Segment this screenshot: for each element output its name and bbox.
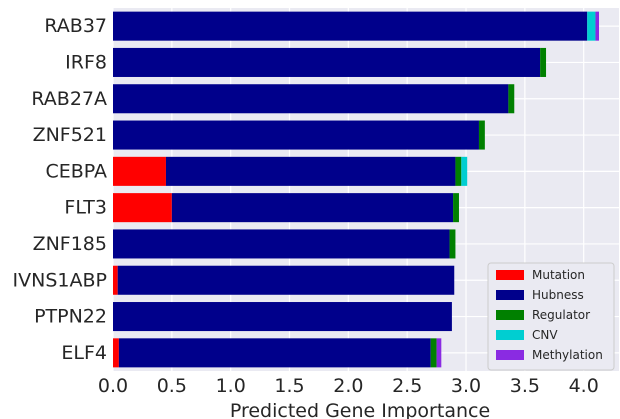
- bar-znf521-regulator: [478, 120, 485, 150]
- bar-ivns1abp-hubness: [117, 265, 455, 295]
- legend-swatch-regulator: [496, 310, 524, 320]
- bar-cebpa-cnv: [461, 156, 468, 186]
- legend-swatch-hubness: [496, 290, 524, 300]
- bar-irf8-hubness: [113, 47, 541, 77]
- legend-label-hubness: Hubness: [532, 288, 584, 302]
- bar-znf185-regulator: [449, 229, 456, 259]
- bar-flt3-hubness: [171, 193, 454, 223]
- legend-swatch-cnv: [496, 330, 524, 340]
- x-tick-label: 2.0: [333, 375, 363, 397]
- x-tick-label: 2.5: [392, 375, 422, 397]
- bar-rab27a-regulator: [508, 84, 515, 114]
- bar-elf4-hubness: [118, 338, 431, 368]
- bar-irf8-regulator: [540, 47, 547, 77]
- x-tick-label: 4.0: [569, 375, 599, 397]
- bar-flt3-mutation: [113, 193, 172, 223]
- legend-label-regulator: Regulator: [532, 308, 590, 322]
- bar-rab37-methylation: [595, 11, 599, 41]
- bar-elf4-mutation: [113, 338, 119, 368]
- legend-label-mutation: Mutation: [532, 268, 585, 282]
- category-label: ZNF185: [33, 233, 107, 255]
- x-axis-title: Predicted Gene Importance: [230, 400, 490, 419]
- bar-cebpa-mutation: [113, 156, 166, 186]
- bar-ptpn22-hubness: [113, 302, 452, 332]
- bar-cebpa-regulator: [455, 156, 462, 186]
- category-label: CEBPA: [45, 160, 107, 182]
- x-tick-label: 1.0: [216, 375, 246, 397]
- bar-elf4-methylation: [436, 338, 442, 368]
- bar-elf4-regulator: [430, 338, 437, 368]
- category-label: ZNF521: [33, 124, 107, 146]
- x-tick-label: 3.0: [451, 375, 481, 397]
- category-label: FLT3: [64, 197, 107, 219]
- x-tick-label: 3.5: [510, 375, 540, 397]
- category-label: IVNS1ABP: [13, 269, 107, 291]
- category-label: IRF8: [65, 51, 107, 73]
- bar-znf521-hubness: [113, 120, 479, 150]
- bar-ivns1abp-mutation: [113, 265, 118, 295]
- legend-label-cnv: CNV: [532, 328, 558, 342]
- bar-rab37-cnv: [587, 11, 596, 41]
- category-label: RAB27A: [31, 88, 107, 110]
- legend-swatch-mutation: [496, 270, 524, 280]
- x-tick-label: 0.0: [98, 375, 128, 397]
- bar-cebpa-hubness: [165, 156, 456, 186]
- bar-rab37-hubness: [113, 11, 588, 41]
- category-label: PTPN22: [34, 306, 107, 328]
- legend-box: [487, 262, 615, 371]
- x-tick-labels: 0.0 0.5 1.0 1.5 2.0 2.5 3.0 3.5 4.0: [98, 375, 599, 397]
- x-tick-label: 1.5: [274, 375, 304, 397]
- category-label: ELF4: [61, 342, 107, 364]
- bar-flt3-regulator: [453, 193, 459, 223]
- legend-label-methylation: Methylation: [532, 348, 603, 362]
- legend: Mutation Hubness Regulator CNV Methylation: [487, 262, 615, 371]
- category-labels: RAB37 IRF8 RAB27A ZNF521 CEBPA FLT3 ZNF185 IVNS…: [13, 15, 107, 364]
- bar-rab27a-hubness: [113, 84, 509, 114]
- bar-znf185-hubness: [113, 229, 450, 259]
- legend-swatch-methylation: [496, 350, 524, 360]
- category-label: RAB37: [44, 15, 107, 37]
- bars: [113, 11, 599, 368]
- x-tick-label: 0.5: [157, 375, 187, 397]
